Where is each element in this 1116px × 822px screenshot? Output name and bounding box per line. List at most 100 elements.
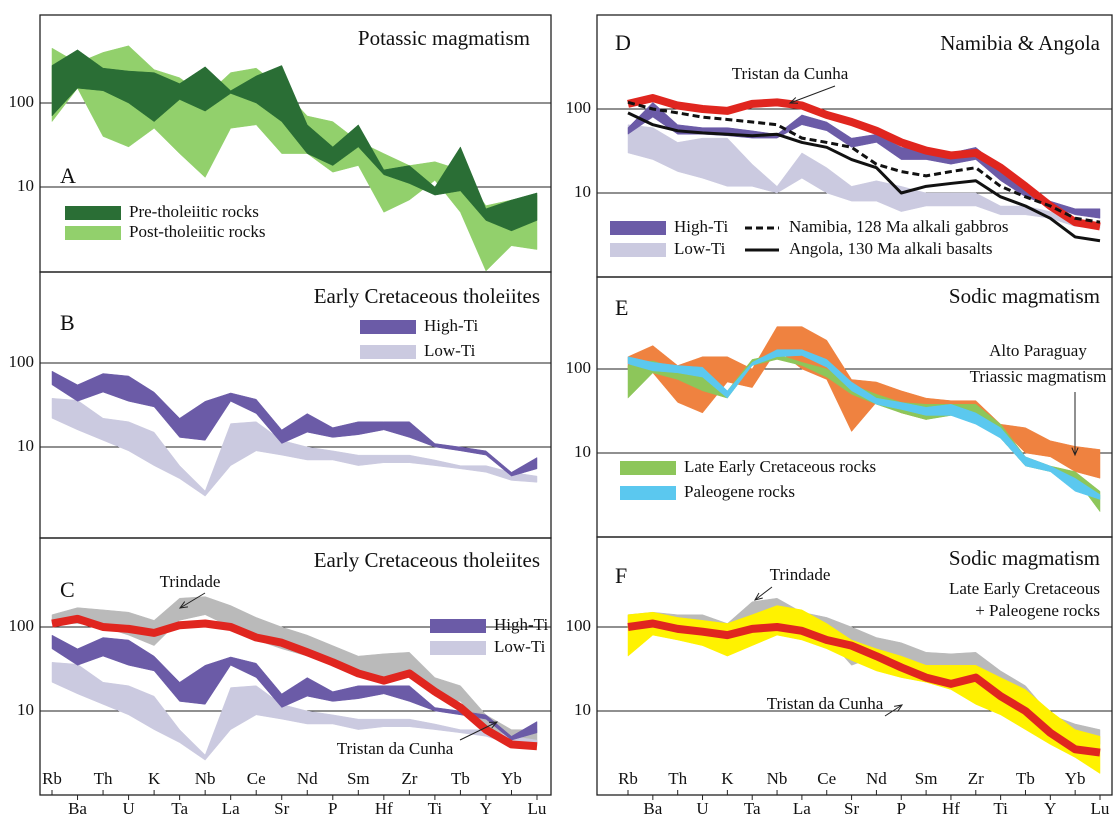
y-tick-label: 10 [574, 442, 591, 461]
band [51, 398, 538, 497]
annotation: + Paleogene rocks [975, 601, 1100, 620]
x-tick-label: Rb [618, 769, 638, 788]
arrow [179, 592, 206, 609]
annotation: Late Early Cretaceous [949, 579, 1100, 598]
band [627, 605, 1101, 775]
legend-label: Low-Ti [674, 239, 726, 258]
legend-label: Angola, 130 Ma alkali basalts [789, 239, 993, 258]
line [627, 100, 1101, 224]
y-tick-label: 100 [566, 616, 592, 635]
y-tick-label: 100 [9, 616, 35, 635]
y-tick-label: 100 [566, 358, 592, 377]
x-tick-label: Y [1044, 799, 1056, 818]
x-tick-label: Hf [375, 799, 393, 818]
y-tick-label: 100 [9, 92, 35, 111]
x-tick-label: Zr [968, 769, 984, 788]
legend-label: High-Ti [424, 316, 478, 335]
legend-swatch [610, 243, 666, 257]
chart-title: Early Cretaceous tholeiites [314, 548, 540, 572]
x-tick-label: Ti [993, 799, 1008, 818]
arrow [789, 85, 836, 104]
x-tick-label: Th [94, 769, 113, 788]
chart-title: Sodic magmatism [949, 284, 1100, 308]
line [627, 111, 1101, 243]
legend-swatch [360, 320, 416, 334]
panel-label: D [615, 30, 631, 55]
legend-swatch [430, 619, 486, 633]
legend-label: Post-tholeiitic rocks [129, 222, 265, 241]
band [627, 124, 1101, 229]
legend-swatch [620, 486, 676, 500]
x-tick-label: Ti [428, 799, 443, 818]
x-tick-label: Th [668, 769, 687, 788]
x-tick-label: Nb [767, 769, 788, 788]
band [627, 102, 1101, 219]
legend-swatch [360, 345, 416, 359]
legend-swatch [65, 206, 121, 220]
legend-label: Late Early Cretaceous rocks [684, 457, 876, 476]
band [627, 326, 1101, 479]
y-tick-label: 100 [9, 352, 35, 371]
y-tick-label: 10 [17, 700, 34, 719]
x-tick-label: Ta [744, 799, 761, 818]
legend-label: Low-Ti [424, 341, 476, 360]
chart-title: Potassic magmatism [358, 26, 530, 50]
x-tick-label: Sr [274, 799, 289, 818]
panel-frame [39, 271, 552, 539]
x-tick-label: Rb [42, 769, 62, 788]
x-tick-label: Ba [68, 799, 87, 818]
x-tick-label: Nd [297, 769, 318, 788]
y-tick-label: 100 [566, 98, 592, 117]
annotation: Trindade [160, 572, 221, 591]
band [51, 596, 538, 745]
arrow-head [488, 721, 499, 729]
annotation: Trindade [770, 565, 831, 584]
x-tick-label: Y [480, 799, 492, 818]
arrow-head [178, 601, 188, 609]
x-tick-label: Yb [1065, 769, 1086, 788]
annotation: Tristan da Cunha [732, 64, 849, 83]
x-tick-label: K [721, 769, 734, 788]
band [51, 370, 538, 477]
arrow-head [1071, 447, 1079, 457]
x-tick-label: Ce [247, 769, 266, 788]
y-tick-label: 10 [574, 182, 591, 201]
line [627, 94, 1101, 231]
annotation: Tristan da Cunha [337, 739, 454, 758]
arrow-head [788, 97, 799, 104]
annotation: Triassic magmatism [970, 367, 1107, 386]
line [627, 619, 1101, 757]
x-tick-label: Sm [347, 769, 370, 788]
x-tick-label: Tb [451, 769, 470, 788]
x-tick-label: P [328, 799, 337, 818]
x-tick-label: Ba [643, 799, 662, 818]
legend-label: Low-Ti [494, 637, 546, 656]
panel-label: A [60, 163, 76, 188]
arrow [754, 586, 773, 601]
annotation: Alto Paraguay [989, 341, 1087, 360]
y-tick-label: 10 [17, 436, 34, 455]
x-tick-label: Ce [817, 769, 836, 788]
panel-frame [596, 536, 1113, 796]
legend-label: High-Ti [494, 615, 548, 634]
x-tick-label: Ta [171, 799, 188, 818]
x-tick-label: Sr [844, 799, 859, 818]
x-tick-label: Tb [1016, 769, 1035, 788]
band [51, 634, 538, 741]
x-tick-label: Nb [195, 769, 216, 788]
panel-frame [39, 537, 552, 796]
legend-label: Pre-tholeiitic rocks [129, 202, 259, 221]
x-tick-label: Lu [528, 799, 547, 818]
legend-swatch [65, 226, 121, 240]
chart-title: Namibia & Angola [940, 31, 1100, 55]
x-tick-label: La [793, 799, 811, 818]
x-tick-label: K [148, 769, 161, 788]
x-tick-label: Yb [501, 769, 522, 788]
band [51, 49, 538, 232]
arrow-head [753, 592, 763, 601]
panel-label: E [615, 295, 628, 320]
x-tick-label: Hf [942, 799, 960, 818]
legend-label: High-Ti [674, 217, 728, 236]
y-tick-label: 10 [17, 176, 34, 195]
panel-label: C [60, 577, 75, 602]
